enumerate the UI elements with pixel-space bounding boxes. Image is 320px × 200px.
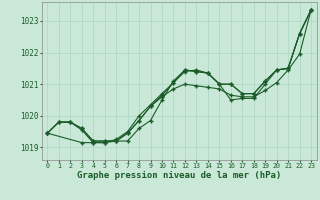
X-axis label: Graphe pression niveau de la mer (hPa): Graphe pression niveau de la mer (hPa) [77,171,281,180]
